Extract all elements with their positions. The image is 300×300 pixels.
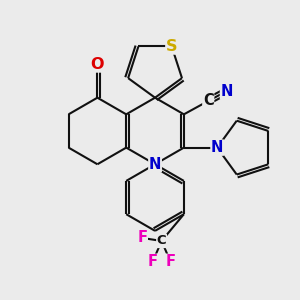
Text: F: F: [148, 254, 158, 269]
Text: N: N: [149, 157, 161, 172]
Text: N: N: [211, 140, 224, 155]
Text: C: C: [203, 94, 214, 109]
Text: N: N: [220, 84, 233, 99]
Text: F: F: [137, 230, 147, 245]
Text: C: C: [157, 235, 166, 248]
Text: O: O: [91, 57, 104, 72]
Text: S: S: [166, 39, 177, 54]
Text: F: F: [166, 254, 176, 269]
